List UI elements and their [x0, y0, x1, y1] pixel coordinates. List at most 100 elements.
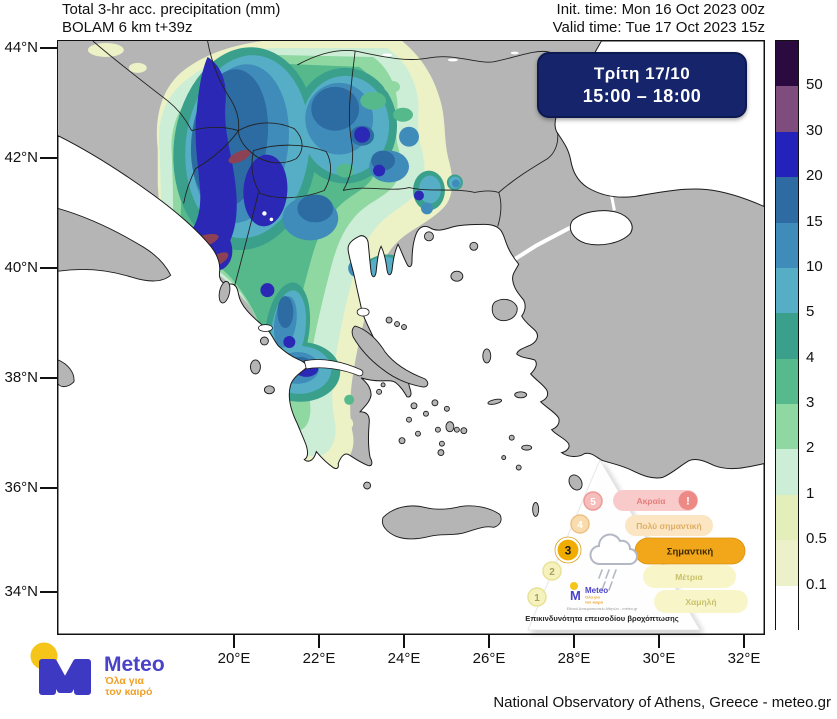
lon-tick	[318, 635, 320, 648]
lat-tick	[40, 377, 57, 379]
pill-label-4: Πολύ σημαντική	[636, 521, 702, 531]
logo-m-icon	[39, 659, 91, 695]
pill-label-3: Σημαντική	[667, 547, 714, 558]
circle-num-4: 4	[577, 520, 583, 531]
colorbar-segments	[775, 40, 799, 631]
colorbar-label: 50	[806, 76, 823, 94]
circle-num-5: 5	[590, 497, 596, 508]
lat-tick	[40, 47, 57, 49]
lat-label: 44°N	[4, 39, 38, 56]
logo-tagline2: τον καιρό	[105, 686, 152, 698]
colorbar-segment	[776, 313, 798, 359]
lakes	[262, 51, 519, 222]
colorbar-segment	[776, 404, 798, 450]
lat-tick	[40, 487, 57, 489]
lat-label: 38°N	[4, 369, 38, 386]
circle-level-3-ring	[554, 536, 582, 564]
meteo-logo: Meteo Όλα για τον καιρό	[28, 640, 228, 707]
logo-m-icon: M	[570, 588, 581, 603]
valid-time: Valid time: Tue 17 Oct 2023 15z	[552, 19, 765, 36]
forecast-period-badge: Τρίτη 17/10 15:00 – 18:00	[537, 52, 747, 118]
pill-level-1	[654, 590, 748, 613]
colorbar-label: 2	[806, 439, 815, 457]
badge-hours: 15:00 – 18:00	[582, 85, 702, 106]
pyramid-meteo-logo: M Meteo Όλα για τον καιρό Εθνικό Αστεροσ…	[567, 582, 638, 611]
colorbar-segment	[776, 449, 798, 495]
pill-level-2	[643, 565, 736, 588]
pill-label-1: Χαμηλή	[685, 597, 716, 607]
lat-label: 36°N	[4, 479, 38, 496]
colorbar-label: 20	[806, 167, 823, 185]
colorbar-segment	[776, 540, 798, 586]
mini-logo-name: Meteo	[585, 586, 608, 595]
exclamation-icon	[678, 491, 698, 510]
pill-level-5	[613, 490, 698, 511]
colorbar-label: 5	[806, 303, 815, 321]
colorbar-segment	[776, 267, 798, 314]
colorbar: 50 30 20 15 10 5 4 3 2 1 0.5 0.1	[775, 40, 837, 631]
colorbar-label: 1	[806, 484, 815, 502]
precip-holes	[336, 80, 413, 178]
init-time: Init. time: Mon 16 Oct 2023 00z	[556, 1, 765, 18]
pyramid-canvas: Ακραία ! Πολύ σημαντική Σημαντική Μέτρια…	[525, 459, 748, 631]
title-line-1: Total 3-hr acc. precipitation (mm)	[62, 1, 281, 18]
badge-date: Τρίτη 17/10	[593, 63, 691, 83]
lon-label: 24°E	[387, 650, 421, 667]
mini-logo-tagline2: τον καιρό	[585, 600, 604, 605]
lon-tick	[403, 635, 405, 648]
lat-label: 40°N	[4, 259, 38, 276]
lat-label: 42°N	[4, 149, 38, 166]
country-borders	[92, 41, 563, 287]
lon-tick	[233, 635, 235, 648]
circle-num-3: 3	[565, 544, 572, 558]
lon-label: 28°E	[557, 650, 591, 667]
lon-label: 32°E	[727, 650, 761, 667]
circle-level-4	[570, 514, 590, 534]
circle-num-1: 1	[534, 593, 540, 604]
rain-risk-pyramid: Ακραία ! Πολύ σημαντική Σημαντική Μέτρια…	[518, 452, 754, 638]
colorbar-label: 0.5	[806, 530, 827, 548]
logo-dot-icon	[570, 582, 578, 590]
pill-label-2: Μέτρια	[675, 572, 703, 582]
pill-level-4	[625, 515, 713, 536]
circle-level-1	[527, 587, 547, 607]
colorbar-label: 0.1	[806, 575, 827, 593]
mini-logo-tagline1: Όλα για	[584, 595, 600, 600]
dardanelles-strait	[505, 224, 574, 266]
circle-level-5	[583, 491, 603, 511]
lon-label: 22°E	[302, 650, 336, 667]
colorbar-segment	[776, 41, 798, 87]
logo-tagline1: Όλα για	[104, 675, 144, 687]
lon-tick	[658, 635, 660, 648]
lon-label: 30°E	[642, 650, 676, 667]
lon-label: 26°E	[472, 650, 506, 667]
colorbar-segment	[776, 358, 798, 404]
colorbar-label: 4	[806, 348, 815, 366]
title-line-2: BOLAM 6 km t+39z	[62, 19, 193, 36]
lon-tick	[488, 635, 490, 648]
map-title: Total 3-hr acc. precipitation (mm) BOLAM…	[62, 1, 280, 37]
map-frame	[57, 40, 765, 635]
logo-name: Meteo	[104, 653, 165, 676]
colorbar-segment	[776, 131, 798, 178]
colorbar-label: 10	[806, 257, 823, 275]
circle-level-2	[542, 561, 562, 581]
circle-level-3-active	[555, 537, 581, 563]
lon-tick	[743, 635, 745, 648]
colorbar-segment	[776, 585, 798, 631]
lat-tick	[40, 267, 57, 269]
run-times: Init. time: Mon 16 Oct 2023 00z Valid ti…	[420, 1, 765, 37]
colorbar-label: 15	[806, 212, 823, 230]
exclamation-mark: !	[686, 496, 690, 508]
lat-tick	[40, 157, 57, 159]
pill-label-5: Ακραία	[637, 496, 667, 506]
pyramid-caption: Επικινδυνότητα επεισοδίου βροχόπτωσης	[525, 614, 679, 623]
lon-label: 20°E	[217, 650, 251, 667]
map-canvas	[58, 41, 764, 634]
colorbar-segment	[776, 177, 798, 223]
colorbar-label: 3	[806, 394, 815, 412]
attribution: National Observatory of Athens, Greece -…	[493, 694, 831, 711]
colorbar-segment	[776, 494, 798, 541]
colorbar-segment	[776, 222, 798, 268]
